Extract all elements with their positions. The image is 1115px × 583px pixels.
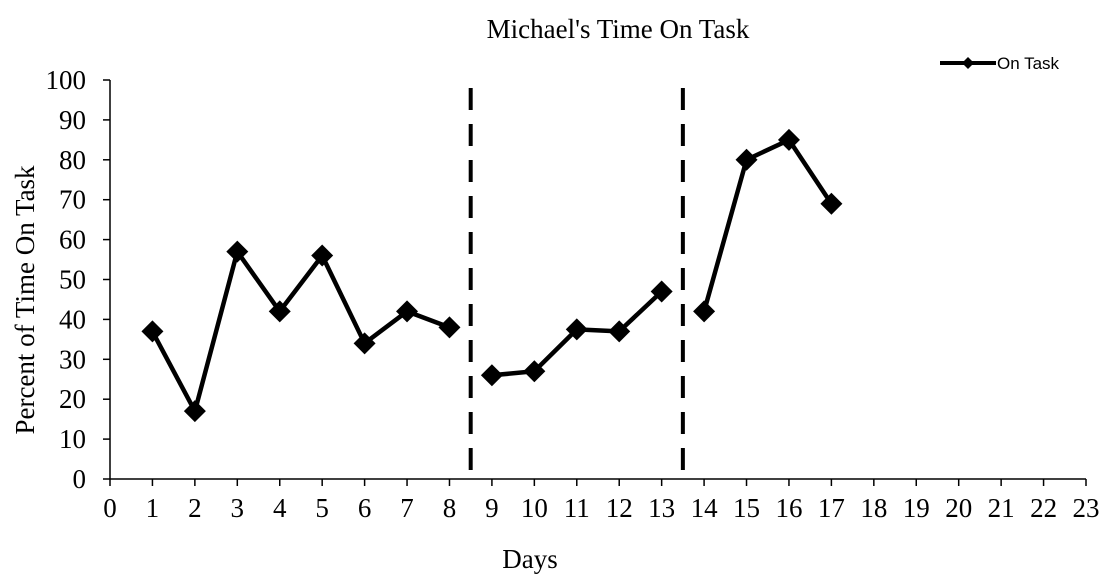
y-tick-label: 70 [59,185,86,215]
x-tick-label: 21 [988,493,1015,523]
x-tick-label: 12 [606,493,633,523]
x-tick-label: 3 [231,493,245,523]
data-point [523,360,546,383]
x-tick-label: 16 [775,493,802,523]
x-tick-label: 17 [818,493,845,523]
x-tick-label: 23 [1073,493,1100,523]
x-tick-label: 14 [691,493,719,523]
x-tick-label: 0 [103,493,117,523]
data-point [565,318,588,341]
chart-title: Michael's Time On Task [487,14,750,44]
data-point [777,128,800,151]
y-tick-label: 20 [59,384,86,414]
x-tick-label: 6 [358,493,372,523]
data-point [226,240,249,263]
x-tick-label: 7 [400,493,414,523]
x-tick-label: 13 [648,493,675,523]
y-tick-label: 100 [46,65,87,95]
data-point [268,300,291,323]
x-tick-label: 4 [273,493,287,523]
y-tick-label: 10 [59,424,86,454]
y-axis-label: Percent of Time On Task [10,165,40,435]
x-tick-label: 1 [146,493,160,523]
x-tick-label: 10 [521,493,548,523]
x-tick-label: 20 [945,493,972,523]
x-axis-label: Days [502,544,558,574]
x-tick-label: 15 [733,493,760,523]
data-point [438,316,461,339]
x-tick-label: 2 [188,493,202,523]
data-point [693,300,716,323]
x-tick-label: 22 [1030,493,1057,523]
x-tick-label: 8 [443,493,457,523]
y-tick-label: 90 [59,105,86,135]
legend: On Task [940,54,1060,73]
legend-label: On Task [997,54,1060,73]
data-point [311,244,334,267]
data-point [183,400,206,423]
y-tick-label: 60 [59,225,86,255]
data-point [650,280,673,303]
x-tick-label: 11 [564,493,590,523]
data-point [353,332,376,355]
series-line-segment [150,249,451,414]
data-point [396,300,419,323]
series-on-task [141,128,843,423]
phase-change-lines [468,88,685,479]
y-tick-label: 50 [59,265,86,295]
data-point [141,320,164,343]
series-line-segment [701,137,834,313]
y-tick-label: 0 [73,464,87,494]
x-tick-label: 18 [860,493,887,523]
legend-marker [962,57,974,69]
y-tick-label: 30 [59,344,86,374]
data-point [608,320,631,343]
x-tick-label: 5 [315,493,329,523]
y-tick-label: 80 [59,145,86,175]
data-point [735,148,758,171]
x-tick-label: 9 [485,493,499,523]
y-tick-label: 40 [59,304,86,334]
data-point [820,192,843,215]
data-point [480,364,503,387]
x-tick-label: 19 [903,493,930,523]
